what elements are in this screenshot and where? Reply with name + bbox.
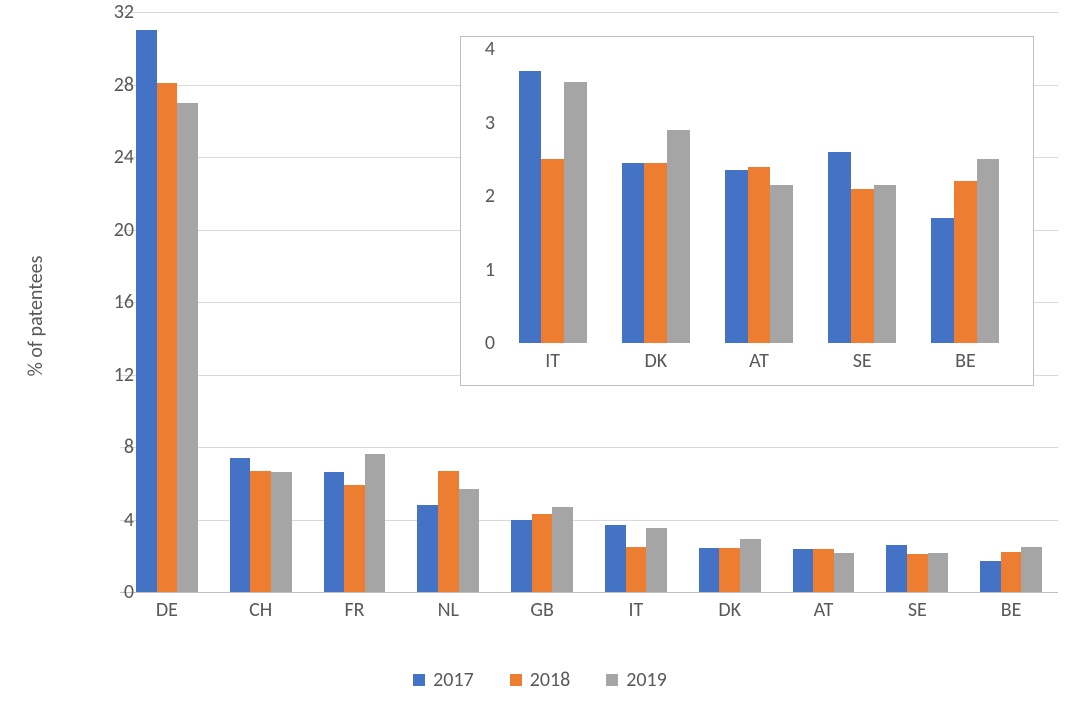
inset-bar [770, 185, 793, 343]
x-tick-label: AT [814, 598, 834, 622]
x-tick-label: BE [1001, 598, 1022, 622]
bar [1021, 547, 1042, 592]
bar [271, 472, 292, 592]
inset-bar [931, 218, 954, 343]
inset-y-tick-label: 4 [471, 37, 495, 61]
inset-y-tick-label: 1 [471, 258, 495, 282]
bar [813, 549, 834, 593]
bar [417, 505, 438, 592]
bar [1001, 552, 1022, 592]
y-tick-label: 0 [94, 580, 134, 604]
x-tick-label: NL [438, 598, 459, 622]
inset-bar [828, 152, 851, 343]
inset-bar [622, 163, 645, 343]
x-tick-label: DE [156, 598, 178, 622]
inset-bar [644, 163, 667, 343]
y-tick-label: 32 [94, 0, 134, 24]
inset-bar [977, 159, 1000, 343]
y-tick-label: 4 [94, 508, 134, 532]
y-tick-label: 28 [94, 73, 134, 97]
bar [886, 545, 907, 592]
bar [324, 472, 345, 592]
inset-plot-area [501, 49, 1017, 343]
inset-bar [748, 167, 771, 343]
legend-swatch [413, 674, 425, 686]
inset-y-tick-label: 3 [471, 111, 495, 135]
bar [552, 507, 573, 592]
legend-label: 2017 [433, 668, 474, 692]
bar [605, 525, 626, 592]
x-tick-label: IT [628, 598, 643, 622]
chart-container: % of patentees 048121620242832DECHFRNLGB… [0, 0, 1080, 704]
bar [699, 548, 720, 592]
legend-swatch [510, 674, 522, 686]
y-tick-label: 8 [94, 435, 134, 459]
bar [793, 549, 814, 592]
x-tick-label: CH [249, 598, 272, 622]
inset-x-tick-label: IT [545, 349, 560, 373]
bar [834, 553, 855, 592]
x-tick-label: SE [908, 598, 927, 622]
inset-x-tick-label: BE [955, 349, 976, 373]
legend-swatch [606, 674, 618, 686]
bar [907, 554, 928, 592]
bar [980, 561, 1001, 592]
legend-label: 2019 [626, 668, 667, 692]
y-tick-label: 12 [94, 363, 134, 387]
bar [626, 547, 647, 592]
y-axis-label: % of patentees [24, 256, 48, 377]
inset-y-tick-label: 2 [471, 184, 495, 208]
inset-bar [541, 159, 564, 343]
inset-bar [851, 189, 874, 343]
bar [646, 528, 667, 592]
inset-bar [519, 71, 542, 343]
bar [511, 520, 532, 593]
y-tick-label: 24 [94, 145, 134, 169]
bar [459, 489, 480, 592]
y-tick-label: 20 [94, 218, 134, 242]
bar [230, 458, 251, 592]
inset-x-tick-label: SE [853, 349, 872, 373]
inset-y-tick-label: 0 [471, 331, 495, 355]
bar [928, 553, 949, 592]
inset-bar [954, 181, 977, 343]
inset-bar [725, 170, 748, 343]
bar [157, 83, 178, 592]
bar [719, 548, 740, 592]
legend-label: 2018 [530, 668, 571, 692]
inset-bar [667, 130, 690, 343]
bar [250, 471, 271, 592]
inset-bar [564, 82, 587, 343]
x-tick-label: DK [718, 598, 741, 622]
bar [177, 103, 198, 592]
bar [365, 454, 386, 592]
legend-item: 2019 [606, 668, 667, 692]
legend: 2017 2018 2019 [0, 668, 1080, 692]
bar [740, 539, 761, 592]
bar [136, 30, 157, 592]
gridline [120, 12, 1058, 13]
legend-item: 2017 [413, 668, 474, 692]
legend-item: 2018 [510, 668, 571, 692]
inset-bar [874, 185, 897, 343]
x-tick-label: GB [530, 598, 554, 622]
gridline [120, 447, 1058, 448]
bar [532, 514, 553, 592]
inset-x-tick-label: DK [644, 349, 667, 373]
x-tick-label: FR [344, 598, 364, 622]
bar [344, 485, 365, 592]
y-tick-label: 16 [94, 290, 134, 314]
inset-chart: 0 1 2 3 4 IT DK AT SE BE [460, 36, 1034, 386]
bar [438, 471, 459, 592]
inset-x-tick-label: AT [749, 349, 769, 373]
